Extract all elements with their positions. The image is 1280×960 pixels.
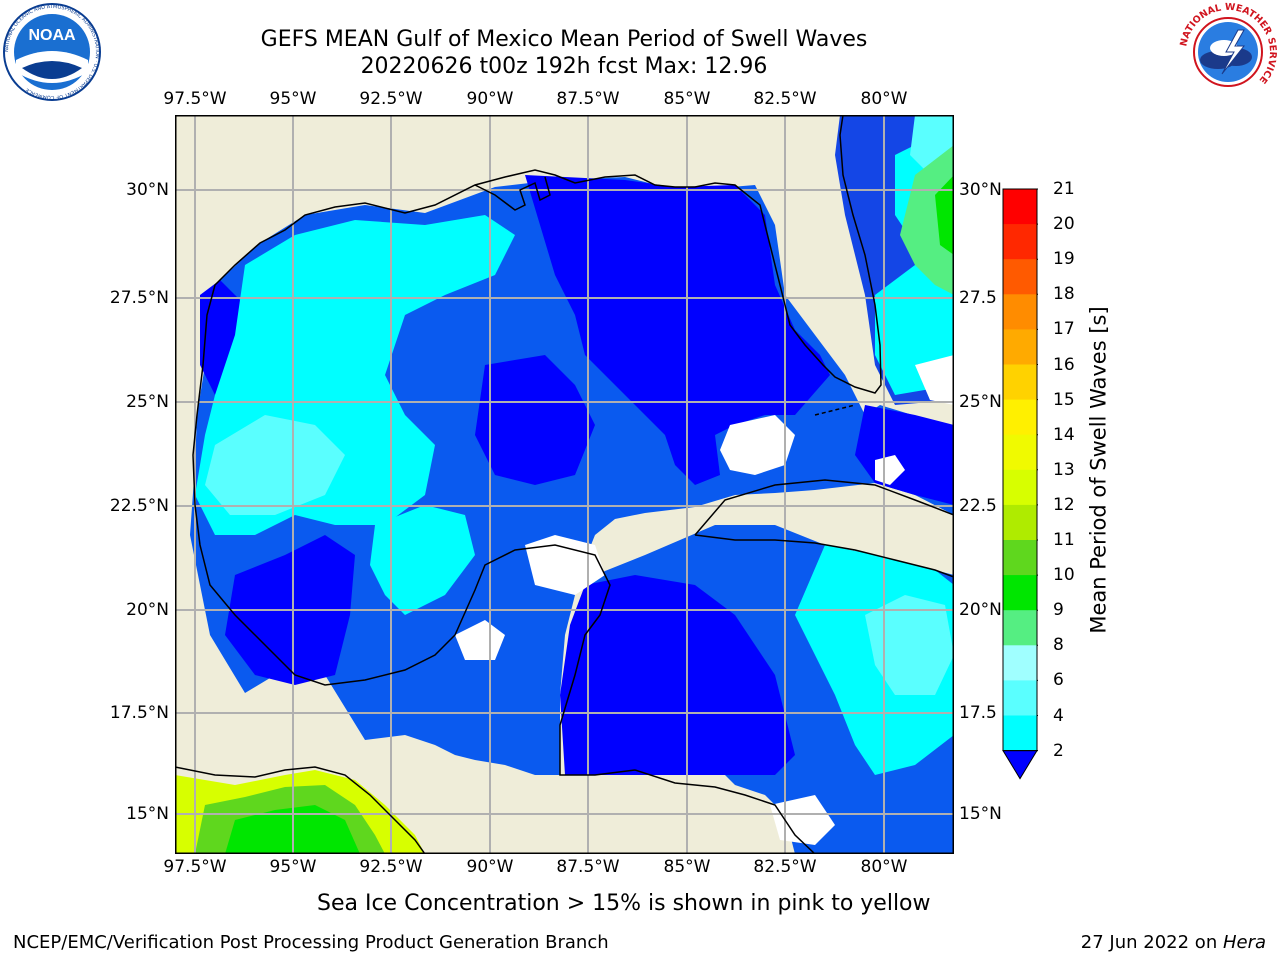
lon-tick-top: 85°W (663, 89, 711, 109)
colorbar-tick-label: 16 (1053, 354, 1075, 375)
lon-tick-bottom: 95°W (269, 857, 317, 877)
colorbar-tick-label: 19 (1053, 249, 1075, 270)
colorbar-band (1003, 504, 1037, 541)
colorbar-tick-label: 18 (1053, 284, 1075, 305)
lat-tick-left: 30°N (126, 180, 169, 200)
colorbar-band (1003, 610, 1037, 646)
lon-tick-bottom: 80°W (860, 857, 908, 877)
lat-tick-right: 27.5 (959, 288, 997, 308)
swell-10s-band (900, 145, 954, 295)
lon-tick-bottom: 82.5°W (753, 857, 817, 877)
colorbar-tick-label: 9 (1053, 600, 1064, 621)
swell-2s-band (200, 175, 954, 775)
colorbar-band (1003, 224, 1037, 260)
lat-tick-right: 30°N (959, 180, 1002, 200)
colorbar-band (1003, 259, 1037, 295)
lat-tick-right: 17.5 (959, 703, 997, 723)
lat-tick-right: 25°N (959, 392, 1002, 412)
no-data-areas (455, 355, 954, 845)
lat-tick-right: 20°N (959, 600, 1002, 620)
colorbar-tick-label: 4 (1053, 705, 1064, 726)
lon-tick-bottom: 85°W (663, 857, 711, 877)
noaa-wordmark: NOAA (28, 27, 76, 44)
colorbar-tick-label: 6 (1053, 670, 1064, 691)
colorbar-band (1003, 434, 1037, 471)
colorbar-band (1003, 469, 1037, 506)
lon-tick-bottom: 97.5°W (163, 857, 227, 877)
colorbar-tick-label: 20 (1053, 214, 1075, 235)
lon-tick-top: 92.5°W (359, 89, 423, 109)
lat-tick-left: 25°N (126, 392, 169, 412)
footer-host: Hera (1222, 932, 1266, 953)
lon-tick-bottom: 87.5°W (556, 857, 620, 877)
lat-tick-left: 17.5°N (109, 703, 169, 723)
lat-tick-left: 22.5°N (109, 496, 169, 516)
colorbar-tick-label: 15 (1053, 389, 1075, 410)
colorbar-tick-label: 13 (1053, 459, 1075, 480)
map-panel (175, 115, 954, 854)
lat-tick-right: 22.5 (959, 496, 997, 516)
lon-tick-top: 97.5°W (163, 89, 227, 109)
nws-logo: NATIONAL WEATHER SERVICE (1178, 2, 1278, 100)
colorbar (1002, 188, 1038, 780)
colorbar-band (1003, 399, 1037, 436)
colorbar-band (1003, 364, 1037, 401)
coastline (175, 115, 954, 854)
swell-11s-band (935, 175, 954, 255)
lat-tick-left: 20°N (126, 600, 169, 620)
colorbar-tick-label: 17 (1053, 319, 1075, 340)
lat-tick-left: 15°N (126, 804, 169, 824)
colorbar-band (1003, 540, 1037, 576)
colorbar-tick-label: 8 (1053, 635, 1064, 656)
chart-subtitle: 20220626 t00z 192h fcst Max: 12.96 (360, 54, 768, 79)
colorbar-band (1003, 680, 1037, 716)
colorbar-tick-label: 11 (1053, 530, 1075, 550)
colorbar-band (1003, 575, 1037, 611)
lon-tick-top: 82.5°W (753, 89, 817, 109)
colorbar-band (1003, 329, 1037, 365)
colorbar-band (1003, 189, 1037, 225)
footer-timestamp: 27 Jun 2022 on Hera (1081, 932, 1266, 954)
colorbar-tick-label: 21 (1053, 179, 1075, 199)
footer-credit: NCEP/EMC/Verification Post Processing Pr… (13, 932, 609, 953)
lon-tick-top: 80°W (860, 89, 908, 109)
lon-tick-top: 87.5°W (556, 89, 620, 109)
pacific-swell (175, 770, 425, 854)
lon-tick-bottom: 92.5°W (359, 857, 423, 877)
lon-tick-bottom: 90°W (466, 857, 514, 877)
colorbar-extend-arrow (1002, 750, 1038, 780)
lon-tick-top: 95°W (269, 89, 317, 109)
colorbar-band (1003, 294, 1037, 330)
colorbar-band (1003, 715, 1037, 752)
chart-title: GEFS MEAN Gulf of Mexico Mean Period of … (260, 27, 868, 52)
lon-tick-top: 90°W (466, 89, 514, 109)
colorbar-band (1003, 645, 1037, 681)
colorbar-tick-label: 10 (1053, 565, 1075, 586)
noaa-logo: NOAA NATIONAL OCEANIC AND ATMOSPHERIC AD… (3, 3, 101, 101)
colorbar-label: Mean Period of Swell Waves [s] (1086, 306, 1111, 634)
lat-tick-left: 27.5°N (109, 288, 169, 308)
colorbar-tick-label: 14 (1053, 424, 1075, 445)
footer-date: 27 Jun 2022 on (1080, 932, 1223, 953)
colorbar-tick-label: 2 (1053, 740, 1064, 761)
sea-ice-caption: Sea Ice Concentration > 15% is shown in … (317, 891, 931, 916)
colorbar-tick-label: 12 (1053, 494, 1075, 515)
lat-tick-right: 15°N (959, 804, 1002, 824)
